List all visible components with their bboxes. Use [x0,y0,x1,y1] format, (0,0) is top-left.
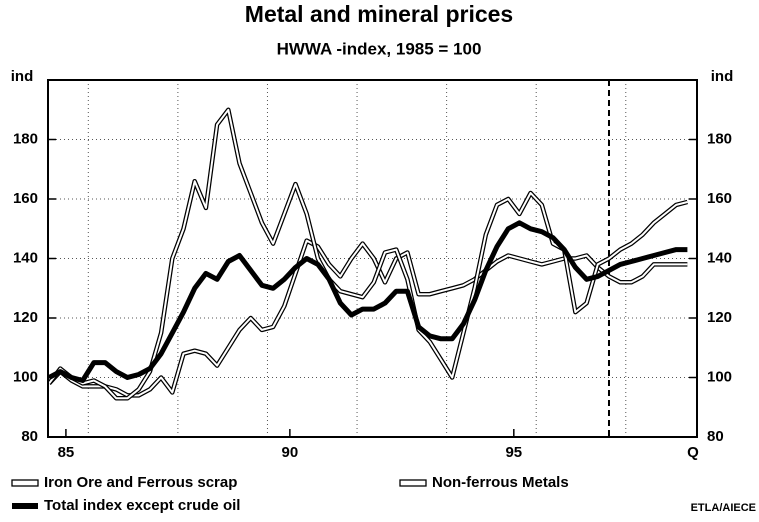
y2-tick-label: 160 [707,190,732,207]
legend-swatch [12,503,38,509]
y2-tick-label: 80 [707,428,724,445]
y-tick-label: 140 [13,249,38,266]
y-tick-label: 80 [21,428,38,445]
chart-title: Metal and mineral prices [245,1,513,27]
y-tick-label: 160 [13,190,38,207]
legend-label: Total index except crude oil [44,497,240,514]
y2-axis-label: ind [711,68,734,85]
y2-tick-label: 180 [707,130,732,147]
legend-swatch [399,479,427,487]
x-axis-label: Q [687,444,699,461]
legend-label: Non-ferrous Metals [432,474,569,491]
y-tick-label: 120 [13,309,38,326]
y-tick-label: 100 [13,368,38,385]
series-line [48,108,688,400]
y-tick-label: 180 [13,130,38,147]
x-tick-label: 85 [58,444,75,461]
x-tick-label: 95 [505,444,522,461]
source: ETLA/AIECE [691,502,756,514]
legend-label: Iron Ore and Ferrous scrap [44,474,237,491]
chart-subtitle: HWWA -index, 1985 = 100 [277,39,482,58]
y2-tick-label: 140 [707,249,732,266]
series-line [48,239,688,397]
series-line [47,220,688,383]
y2-tick-label: 100 [707,368,732,385]
y-axis-label: ind [11,68,34,85]
legend-swatch [11,479,39,487]
y2-tick-label: 120 [707,309,732,326]
plot-frame [47,79,698,438]
x-tick-label: 90 [282,444,299,461]
